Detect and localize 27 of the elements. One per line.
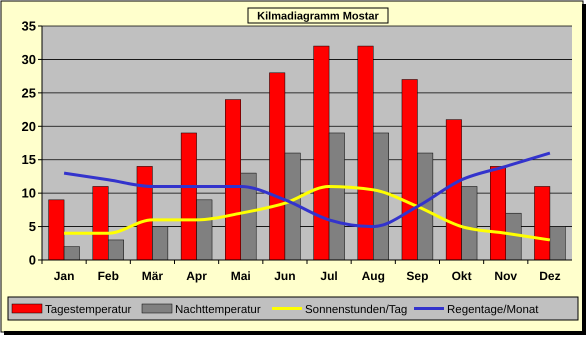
y-tick-label: 10 [22, 186, 36, 201]
x-tick-label: Aug [362, 269, 385, 283]
x-tick-label: Jun [274, 269, 296, 283]
legend-label: Tagestemperatur [45, 304, 132, 316]
y-tick-label: 20 [22, 118, 36, 134]
y-tick-label: 15 [22, 152, 36, 168]
x-tick-label: Mär [142, 269, 164, 283]
chart-title: Kilmadiagramm Mostar [257, 10, 380, 22]
x-tick-label: Okt [452, 269, 472, 283]
y-tick-label: 5 [28, 219, 36, 234]
line-series [62, 152, 552, 228]
x-tick-label: Feb [98, 269, 119, 283]
x-tick-label: Mai [230, 269, 251, 283]
y-tick-label: 30 [22, 52, 36, 67]
x-tick-label: Apr [186, 269, 208, 283]
line-series [62, 184, 552, 242]
y-tick-label: 35 [22, 18, 36, 34]
x-tick-label: Sep [406, 269, 428, 283]
legend-label: Sonnenstunden/Tag [305, 304, 408, 316]
y-tick-label: 25 [22, 85, 36, 100]
x-tick-label: Jan [54, 269, 74, 283]
legend-label: Nachttemperatur [175, 304, 261, 316]
y-tick-label: 0 [28, 252, 36, 268]
legend-label: Regentage/Monat [447, 304, 540, 316]
x-tick-label: Nov [494, 269, 518, 283]
x-tick-label: Jul [320, 269, 338, 283]
x-tick-label: Dez [539, 269, 561, 283]
